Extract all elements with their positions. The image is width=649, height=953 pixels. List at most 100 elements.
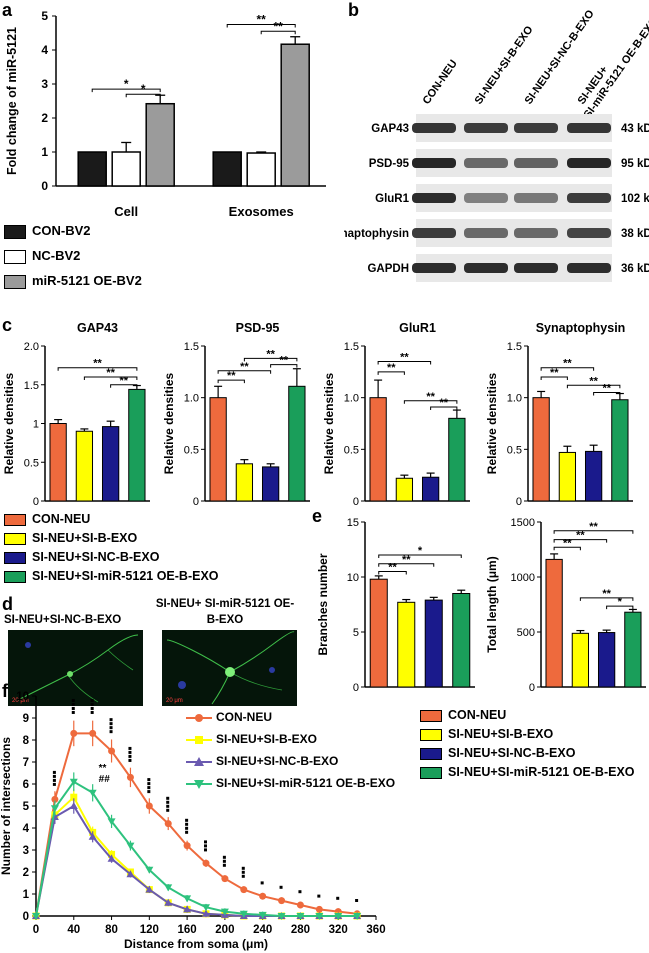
f-data-point [69,802,78,809]
f-data-point [51,795,59,803]
c2-title: PSD-95 [236,321,280,335]
b-protein-label: GluR1 [375,193,409,205]
f-data-point [145,866,154,874]
f-data-point [202,909,210,917]
legend-f-marker-si-nc-b-exo [186,757,212,766]
c4-significance-label: ** [550,367,559,379]
e2-significance-bracket [553,530,634,534]
a-significance-label: ** [274,19,284,33]
a-y-tick-label: 1 [41,145,48,159]
f-y-tick-label: 5 [23,801,30,813]
legend-f-marker-con-neu [186,714,212,722]
f-data-point [259,892,267,900]
panel-e-legend: CON-NEU SI-NEU+SI-B-EXO SI-NEU+SI-NC-B-E… [420,708,649,788]
f-data-point [202,904,210,912]
c2-bar [288,385,306,502]
b-band [514,193,558,203]
f-data-point [315,913,324,920]
legend-label-mir5121-oe-bv2: miR-5121 OE-BV2 [32,273,142,288]
e2-significance-label: * [618,596,623,608]
f-data-point [88,789,97,797]
f-x-tick-label: 80 [105,924,118,936]
panel-d-image-1-title: SI-NEU+SI-NC-B-EXO [4,614,122,626]
e1-y-tick-label: 5 [353,627,359,639]
f-significance-glyph [204,840,207,844]
c1-y-tick-label: 0.5 [24,457,39,469]
legend-swatch-si-mir5121-oe-b-exo [4,571,26,583]
f-data-point [334,913,343,920]
b-band [464,263,508,273]
f-annotation: ** [99,763,107,774]
f-significance-glyph [90,698,94,702]
f-significance-glyph [147,782,151,786]
f-significance-glyph [185,826,189,830]
panel-f-legend: CON-NEU SI-NEU+SI-B-EXO SI-NEU+SI-NC-B-E… [186,710,416,800]
c4-title: Synaptophysin [536,321,626,335]
f-significance-glyph [71,706,75,710]
f-data-point [277,913,286,920]
f-data-point [50,805,59,813]
a-significance-label: ** [257,13,267,27]
a-y-tick-label: 4 [41,43,48,57]
panel-letter-c: c [2,315,13,335]
f-significance-glyph [52,770,56,774]
e1-y-tick-label: 0 [353,682,359,694]
c2-significance-bracket [217,370,272,374]
c4-y-tick-label: 1.5 [507,341,522,353]
f-significance-glyph [166,796,170,800]
e2-y-tick-label: 0 [529,682,535,694]
c1-y-tick-label: 2.0 [24,341,39,353]
e1-bar [397,601,416,688]
f-significance-glyph [166,804,170,808]
f-y-tick-label: 10 [16,691,29,703]
e1-significance-bracket [378,571,407,575]
panel-d-image-1: 20 μm [8,630,143,706]
e2-bar [571,632,590,688]
f-y-axis-label: Number of intersections [0,737,13,875]
c3-bar [369,397,387,502]
legend-f-marker-si-b-exo [186,736,212,744]
c3-y-axis-label: Relative densities [322,372,336,474]
c2-y-tick-label: 0 [193,496,199,508]
f-significance-glyph [52,774,56,778]
f-data-point [126,870,135,878]
e2-significance-bracket [553,539,608,543]
f-significance-glyph [109,722,113,726]
b-protein-label: PSD-95 [369,158,410,170]
a-x-category-label: Cell [114,204,138,219]
f-significance-glyph [185,818,189,822]
f-significance-glyph [166,808,170,812]
a-significance-bracket [125,93,161,98]
f-significance-glyph [147,786,151,790]
f-data-point [296,913,305,920]
a-bar [111,151,141,187]
panel-c-legend: CON-NEU SI-NEU+SI-B-EXO SI-NEU+SI-NC-B-E… [4,512,304,592]
f-data-point [315,905,323,913]
e1-significance-label: ** [402,554,411,566]
c2-y-tick-label: 1.0 [184,393,199,405]
f-data-point [183,842,191,850]
panel-d-image-2-title: SI-NEU+ SI-miR-5121 OE-B-EXO [155,598,295,626]
b-band [412,263,456,273]
legend-e-label-si-mir5121-oe-b-exo: SI-NEU+SI-miR-5121 OE-B-EXO [448,765,635,779]
e2-bar [545,558,563,688]
legend-f-label-si-nc-b-exo: SI-NEU+SI-NC-B-EXO [216,754,339,768]
a-x-category-label: Exosomes [229,204,294,219]
f-significance-glyph [241,870,245,874]
panel-letter-a: a [2,0,13,20]
f-data-point [69,778,78,786]
f-significance-glyph [128,754,132,758]
c2-significance-label: ** [227,370,236,382]
panel-b-western-blot: CON-NEU SI-NEU+SI-B-EXOSI-NEU+SI-NC-B-EXO… [344,8,649,282]
f-significance-glyph [71,698,75,702]
f-x-tick-label: 200 [215,924,234,936]
f-x-tick-label: 240 [253,924,272,936]
legend-e-label-si-nc-b-exo: SI-NEU+SI-NC-B-EXO [448,746,576,760]
f-series-line [35,795,358,917]
legend-e-label-con-neu: CON-NEU [448,708,507,722]
c1-bar [75,430,94,502]
legend-f-marker-si-mir5121-oe-b-exo [186,780,212,789]
e2-y-axis-label: Total length (μm) [485,556,499,652]
f-y-tick-label: 4 [23,823,30,835]
